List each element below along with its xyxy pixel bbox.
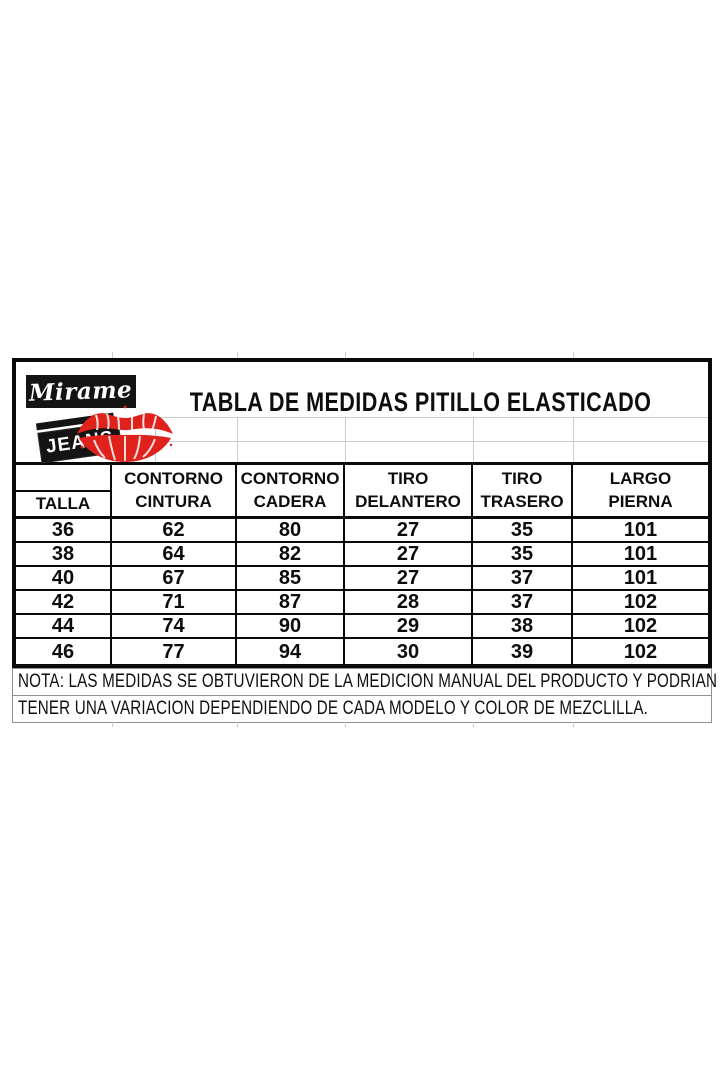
- note-text: NOTA: LAS MEDIDAS SE OBTUVIERON DE LA ME…: [18, 671, 718, 692]
- table-cell: 90: [237, 615, 345, 639]
- col-header-largo-pierna: LARGO PIERNA: [573, 465, 708, 519]
- gridline-stub: [345, 722, 346, 727]
- table-cell: 27: [345, 519, 473, 543]
- table-cell: 101: [573, 567, 708, 591]
- col-header-contorno-cadera: CONTORNO CADERA: [237, 465, 345, 519]
- header-line: PIERNA: [608, 491, 673, 511]
- header-line: CADERA: [253, 491, 327, 511]
- table-cell: 87: [237, 591, 345, 615]
- table-cell: 30: [345, 639, 473, 664]
- faint-gridline: [345, 417, 346, 462]
- header-line: CONTORNO: [240, 468, 340, 488]
- table-cell: 37: [473, 567, 573, 591]
- header-empty-cell: [16, 465, 112, 492]
- table-cell: 102: [573, 615, 708, 639]
- header-line: TRASERO: [480, 491, 564, 511]
- table-cell: 71: [112, 591, 237, 615]
- table-cell: 35: [473, 543, 573, 567]
- table-cell: 27: [345, 543, 473, 567]
- table-cell: 74: [112, 615, 237, 639]
- col-header-tiro-trasero: TIRO TRASERO: [473, 465, 573, 519]
- size-chart-card: Mirame JEANS: [12, 358, 712, 668]
- table-cell: 35: [473, 519, 573, 543]
- gridline-stub: [345, 352, 346, 358]
- table-cell: 28: [345, 591, 473, 615]
- table-cell: 82: [237, 543, 345, 567]
- gridline-stub: [573, 722, 574, 727]
- faint-gridline: [155, 441, 708, 442]
- col-header-talla: TALLA: [16, 492, 112, 519]
- faint-gridline: [155, 417, 708, 418]
- gridline-stub: [112, 352, 113, 358]
- header-line: TIRO: [387, 468, 429, 488]
- table-cell: 101: [573, 543, 708, 567]
- header-line: DELANTERO: [355, 491, 461, 511]
- title-band: Mirame JEANS: [16, 362, 708, 465]
- gridline-stub: [473, 352, 474, 358]
- col-header-contorno-cintura: CONTORNO CINTURA: [112, 465, 237, 519]
- table-cell: 39: [473, 639, 573, 664]
- gridline-stub: [112, 722, 113, 727]
- note-line-1: NOTA: LAS MEDIDAS SE OBTUVIERON DE LA ME…: [12, 668, 717, 696]
- faint-gridline: [573, 417, 574, 462]
- brand-logo: Mirame: [26, 375, 136, 408]
- table-cell: 27: [345, 567, 473, 591]
- table-cell: 101: [573, 519, 708, 543]
- title-wrap: TABLA DE MEDIDAS PITILLO ELASTICADO: [136, 380, 704, 424]
- table-cell: 44: [16, 615, 112, 639]
- table-cell: 62: [112, 519, 237, 543]
- table-cell: 40: [16, 567, 112, 591]
- page-title: TABLA DE MEDIDAS PITILLO ELASTICADO: [189, 386, 651, 417]
- gridline-stub: [237, 722, 238, 727]
- gridline-stub: [237, 352, 238, 358]
- table-cell: 67: [112, 567, 237, 591]
- table-cell: 42: [16, 591, 112, 615]
- table-cell: 38: [473, 615, 573, 639]
- faint-gridline: [237, 417, 238, 462]
- header-line: CONTORNO: [124, 468, 223, 488]
- table-cell: 64: [112, 543, 237, 567]
- faint-gridline: [473, 417, 474, 462]
- table-cell: 29: [345, 615, 473, 639]
- table-cell: 38: [16, 543, 112, 567]
- note-text: TENER UNA VARIACION DEPENDIENDO DE CADA …: [18, 698, 648, 719]
- table-cell: 102: [623, 640, 658, 663]
- table-cell: 36: [16, 519, 112, 543]
- header-line: LARGO: [609, 468, 672, 488]
- table-cell: 77: [112, 639, 237, 664]
- note-line-2: TENER UNA VARIACION DEPENDIENDO DE CADA …: [12, 695, 712, 723]
- gridline-stub: [473, 722, 474, 727]
- size-table: CONTORNO CINTURA CONTORNO CADERA TIRO DE…: [16, 465, 708, 664]
- table-cell: 80: [237, 519, 345, 543]
- header-line: CINTURA: [135, 491, 212, 511]
- gridline-stub: [573, 352, 574, 358]
- table-cell: 37: [473, 591, 573, 615]
- table-cell: 46: [16, 639, 112, 664]
- header-line: TIRO: [501, 468, 543, 488]
- table-cell: 102: [573, 591, 708, 615]
- col-header-tiro-delantero: TIRO DELANTERO: [345, 465, 473, 519]
- lips-kiss-icon: [77, 405, 173, 462]
- table-cell: 94: [237, 639, 345, 664]
- table-cell: 85: [237, 567, 345, 591]
